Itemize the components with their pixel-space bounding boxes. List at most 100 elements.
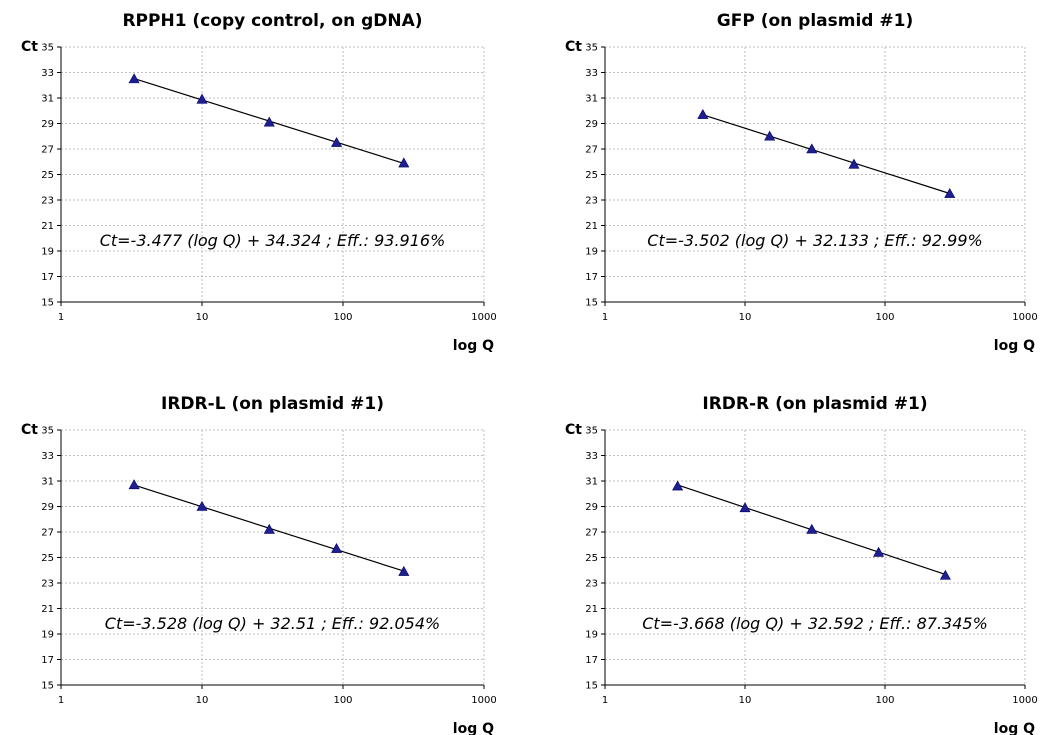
chart-panel-1: RPPH1 (copy control, on gDNA) 15 17 19 21 23 2… xyxy=(21,11,497,354)
x-tick-label: 1 xyxy=(58,695,64,706)
y-tick-label: 27 xyxy=(41,145,54,156)
y-tick-label: 17 xyxy=(585,655,598,666)
y-tick-label: 27 xyxy=(41,528,54,539)
data-point xyxy=(806,143,818,154)
x-tick-label: 100 xyxy=(875,312,894,323)
x-tick-label: 1000 xyxy=(471,312,496,323)
y-tick-label: 35 xyxy=(41,43,54,54)
x-tick-label: 10 xyxy=(196,312,209,323)
x-tick-label: 10 xyxy=(196,695,209,706)
x-tick-label: 10 xyxy=(739,695,752,706)
x-tick-label: 1 xyxy=(58,312,64,323)
data-point xyxy=(128,73,140,84)
x-axis-label: log Q xyxy=(453,721,494,735)
y-tick-label: 27 xyxy=(585,145,598,156)
data-point xyxy=(331,137,343,147)
y-tick-label: 23 xyxy=(585,579,598,590)
data-point xyxy=(196,500,208,511)
y-tick-label: 25 xyxy=(585,553,598,564)
x-axis-label: log Q xyxy=(994,338,1035,354)
y-tick-label: 25 xyxy=(41,170,54,181)
data-point xyxy=(697,108,709,119)
y-tick-label: 33 xyxy=(41,68,54,79)
y-tick-label: 33 xyxy=(585,451,598,462)
y-tick-label: 23 xyxy=(41,196,54,207)
y-axis-label: Ct xyxy=(565,422,582,438)
fit-equation-annotation: Ct=-3.528 (log Q) + 32.51 ; Eff.: 92.054… xyxy=(105,614,440,633)
y-tick-label: 35 xyxy=(585,426,598,437)
data-point xyxy=(263,523,275,534)
y-tick-label: 31 xyxy=(41,94,54,105)
x-tick-label: 1 xyxy=(602,312,608,323)
y-tick-label: 21 xyxy=(585,604,598,615)
y-tick-label: 17 xyxy=(41,272,54,283)
y-tick-label: 19 xyxy=(585,630,598,641)
x-tick-label: 1000 xyxy=(1012,695,1037,706)
y-tick-label: 15 xyxy=(585,681,598,692)
x-axis-label: log Q xyxy=(453,338,494,354)
y-tick-label: 21 xyxy=(41,221,54,232)
data-point xyxy=(672,480,684,491)
y-tick-label: 31 xyxy=(41,477,54,488)
y-tick-label: 15 xyxy=(41,681,54,692)
chart-title: IRDR-L (on plasmid #1) xyxy=(161,394,384,414)
data-point xyxy=(873,546,885,557)
chart-title: IRDR-R (on plasmid #1) xyxy=(702,394,927,414)
y-axis-label: Ct xyxy=(565,39,582,55)
y-axis-label: Ct xyxy=(21,39,38,55)
y-tick-label: 33 xyxy=(585,68,598,79)
x-tick-label: 1 xyxy=(602,695,608,706)
y-tick-label: 33 xyxy=(41,451,54,462)
chart-title: RPPH1 (copy control, on gDNA) xyxy=(122,11,422,31)
chart-panel-4: IRDR-R (on plasmid #1) 15 17 19 21 23 25 27 29 31… xyxy=(565,394,1038,735)
y-tick-label: 19 xyxy=(41,247,54,258)
y-tick-label: 21 xyxy=(585,221,598,232)
y-tick-label: 17 xyxy=(585,272,598,283)
y-tick-label: 21 xyxy=(41,604,54,615)
data-point xyxy=(331,542,343,553)
x-tick-label: 100 xyxy=(333,695,352,706)
y-tick-label: 29 xyxy=(41,119,54,130)
data-point xyxy=(196,93,208,104)
y-tick-label: 31 xyxy=(585,477,598,488)
data-point xyxy=(739,502,751,513)
y-tick-label: 23 xyxy=(585,196,598,207)
y-tick-label: 27 xyxy=(585,528,598,539)
y-tick-label: 17 xyxy=(41,655,54,666)
y-tick-label: 19 xyxy=(41,630,54,641)
x-tick-label: 1000 xyxy=(1012,312,1037,323)
chart-panel-3: IRDR-L (on plasmid #1) 15 17 19 21 23 25 27 29 31… xyxy=(21,394,497,735)
y-tick-label: 29 xyxy=(585,119,598,130)
data-point xyxy=(398,565,410,576)
data-point xyxy=(939,569,951,580)
fit-equation-annotation: Ct=-3.502 (log Q) + 32.133 ; Eff.: 92.99… xyxy=(647,231,982,250)
data-point xyxy=(806,523,818,534)
y-tick-label: 35 xyxy=(585,43,598,54)
y-tick-label: 29 xyxy=(41,502,54,513)
x-tick-label: 10 xyxy=(739,312,752,323)
fit-equation-annotation: Ct=-3.477 (log Q) + 34.324 ; Eff.: 93.91… xyxy=(100,231,446,250)
y-tick-label: 31 xyxy=(585,94,598,105)
data-point xyxy=(128,479,140,490)
x-tick-label: 100 xyxy=(875,695,894,706)
data-point xyxy=(848,158,860,169)
y-tick-label: 25 xyxy=(41,553,54,564)
y-axis-label: Ct xyxy=(21,422,38,438)
x-axis-label: log Q xyxy=(994,721,1035,735)
data-point xyxy=(398,157,410,168)
y-tick-label: 35 xyxy=(41,426,54,437)
y-tick-label: 19 xyxy=(585,247,598,258)
x-tick-label: 100 xyxy=(333,312,352,323)
y-tick-label: 29 xyxy=(585,502,598,513)
data-point xyxy=(944,188,956,198)
y-tick-label: 15 xyxy=(585,298,598,309)
data-point xyxy=(764,130,776,141)
data-point xyxy=(263,116,275,127)
chart-title: GFP (on plasmid #1) xyxy=(717,11,913,31)
fit-equation-annotation: Ct=-3.668 (log Q) + 32.592 ; Eff.: 87.34… xyxy=(642,614,988,633)
y-tick-label: 25 xyxy=(585,170,598,181)
y-tick-label: 23 xyxy=(41,579,54,590)
y-tick-label: 15 xyxy=(41,298,54,309)
x-tick-label: 1000 xyxy=(471,695,496,706)
